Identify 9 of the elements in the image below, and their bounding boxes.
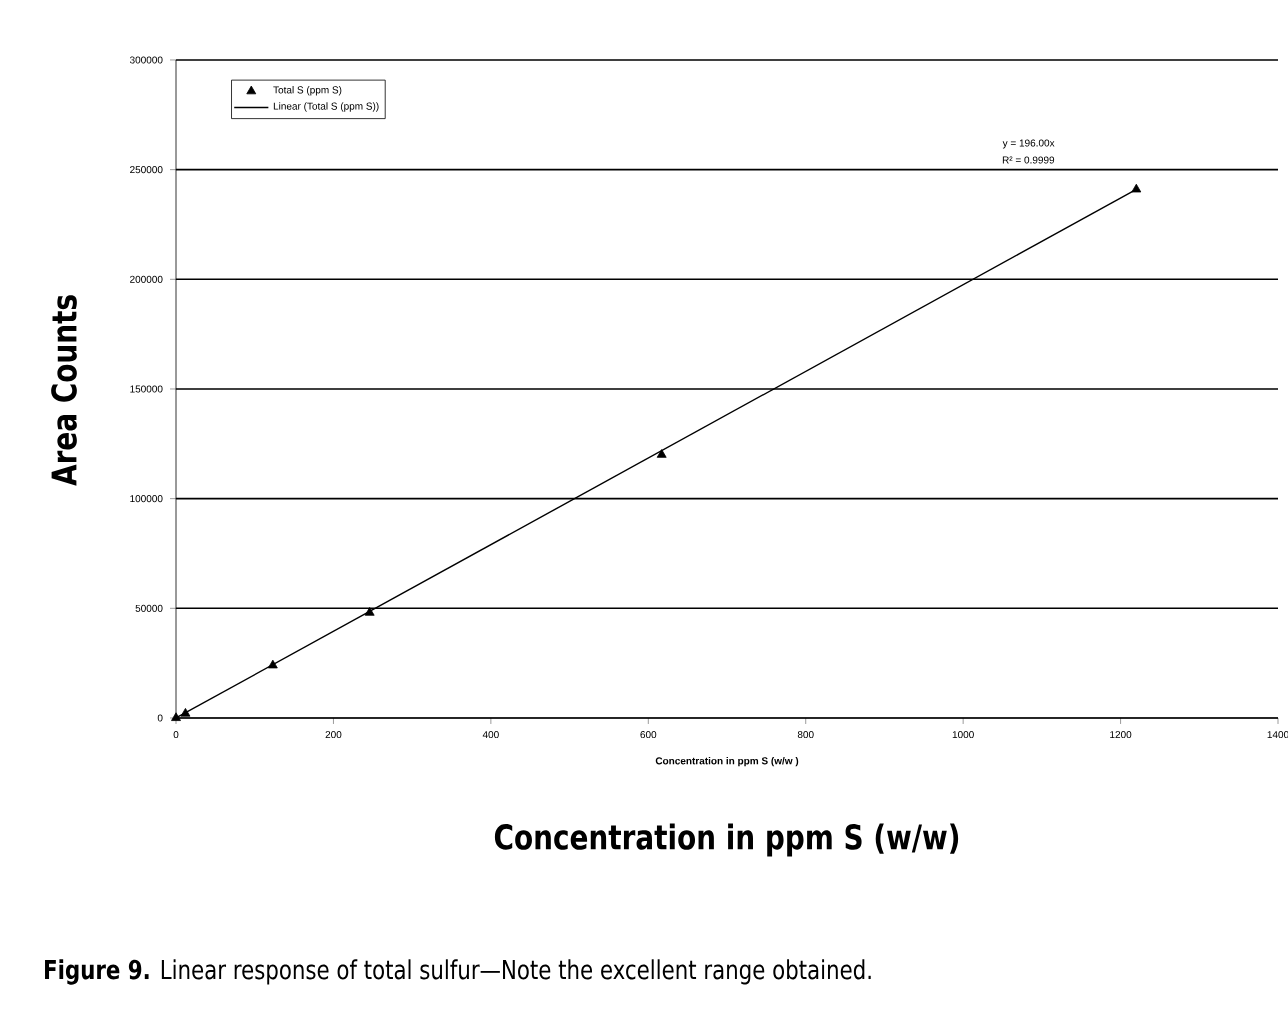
point xyxy=(180,707,191,717)
point xyxy=(364,607,375,616)
point xyxy=(656,449,667,458)
point xyxy=(1131,183,1142,193)
text: Figure 9. Linear response of total sulfur—Note the excellent range obtained. xyxy=(45,959,871,985)
x-axis-title: Concentration in ppm S (w/w) xyxy=(494,823,959,857)
y-axis-title: Area Counts xyxy=(51,295,77,486)
point xyxy=(267,659,278,669)
point xyxy=(171,712,181,721)
